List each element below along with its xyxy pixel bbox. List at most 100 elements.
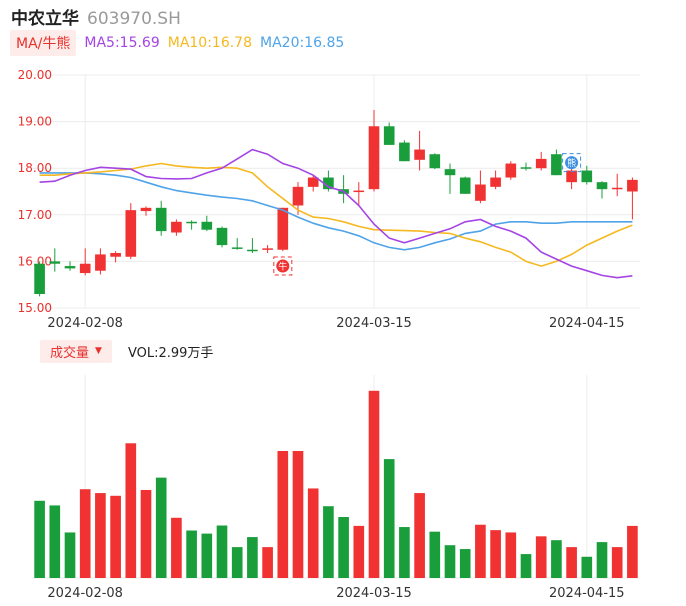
volume-bar [34,500,45,578]
volume-bar [292,451,304,578]
candle-body [171,221,182,233]
candle-body [353,190,365,193]
volume-bar [140,489,152,578]
volume-bar [535,536,547,578]
volume-bar [201,533,213,578]
volume-bar [64,532,76,578]
stock-header: 中农立华 603970.SH [11,4,181,29]
ma-toggle-button[interactable]: MA/牛熊 [10,30,77,56]
candle-body [247,249,258,252]
candle-body [231,247,243,249]
candle-body [429,154,441,169]
volume-bar [566,547,577,578]
volume-bar [79,489,91,578]
volume-bar [596,542,608,578]
candle-body [292,186,304,206]
ma10-label: MA10:16.78 [167,35,253,51]
candle-body [383,126,395,145]
candle-body [34,263,45,295]
volume-bar [171,517,182,578]
volume-bar [353,525,365,578]
bull-marker-frame [273,256,293,276]
candle-body [307,177,319,187]
candle-body [490,177,501,187]
candle-body [399,142,410,162]
candle-body [155,207,167,232]
candle-body [110,253,121,257]
candle-body [49,261,61,264]
volume-x-tick-label: 2024-03-15 [336,586,412,601]
ma20-label: MA20:16.85 [260,35,345,51]
volume-bar [490,530,501,578]
volume-indicator-dropdown[interactable]: 成交量 ▼ [40,339,112,363]
volume-bar [231,547,243,578]
ma20-line [39,172,633,251]
x-tick-label: 2024-02-08 [47,316,123,331]
candle-body [368,126,380,190]
candle-body [277,207,289,250]
volume-bar [414,493,425,578]
candle-body [596,182,608,190]
volume-x-tick-label: 2024-02-08 [47,586,123,601]
ma-legend: MA/牛熊 MA5:15.69 MA10:16.78 MA20:16.85 [10,30,344,56]
x-tick-label: 2024-03-15 [336,316,412,331]
candle-body [475,184,486,201]
candle-body [444,169,456,176]
bull-marker-dot [276,259,290,273]
candle-body [551,154,562,176]
volume-bar [49,505,61,578]
candle-body [79,263,91,274]
caret-down-icon: ▼ [95,346,102,356]
y-tick-label: 18.00 [18,161,52,175]
volume-bar [307,488,319,578]
volume-bar [125,443,137,578]
volume-bar [505,532,517,578]
candle-body [627,179,638,192]
volume-value: VOL:2.99万手 [127,345,214,361]
bear-marker-dot [565,156,579,170]
volume-bar [444,545,456,578]
volume-bar [95,493,106,578]
volume-bar [429,531,441,578]
candle-body [140,207,152,212]
bull-marker-label: 牛 [278,261,287,273]
candle-body [95,254,106,271]
volume-bar [110,495,121,578]
candle-body [216,227,228,246]
ma5-line [39,148,633,279]
x-tick-label: 2024-04-15 [549,316,625,331]
volume-bar [368,390,380,578]
volume-bar [581,556,593,578]
candle-body [535,158,547,169]
candle-body [520,167,532,169]
y-tick-label: 15.00 [18,301,52,315]
stock-name: 中农立华 [11,9,79,29]
volume-bar [399,527,410,578]
ma5-label: MA5:15.69 [84,35,160,51]
candle-body [201,221,213,230]
candle-body [262,248,273,250]
bear-marker-frame [562,153,582,173]
volume-toggle-label: 成交量 [50,345,90,361]
candle-body [581,170,593,183]
volume-legend: 成交量 ▼ VOL:2.99万手 [40,339,214,363]
volume-bar [627,525,638,578]
volume-bar [551,540,562,578]
stock-code: 603970.SH [87,9,181,29]
volume-bar [216,525,228,578]
volume-bar [520,554,532,578]
candle-body [323,177,334,190]
volume-bar [155,477,167,578]
volume-bar [338,517,349,578]
y-tick-label: 17.00 [18,208,52,222]
volume-bar [475,524,486,578]
candle-body [505,163,517,178]
volume-bar [262,547,273,578]
volume-bar [323,506,334,578]
ma10-line [39,162,633,267]
candle-body [566,170,577,183]
volume-bar [611,547,623,578]
candle-body [64,266,76,269]
candle-body [611,187,623,190]
